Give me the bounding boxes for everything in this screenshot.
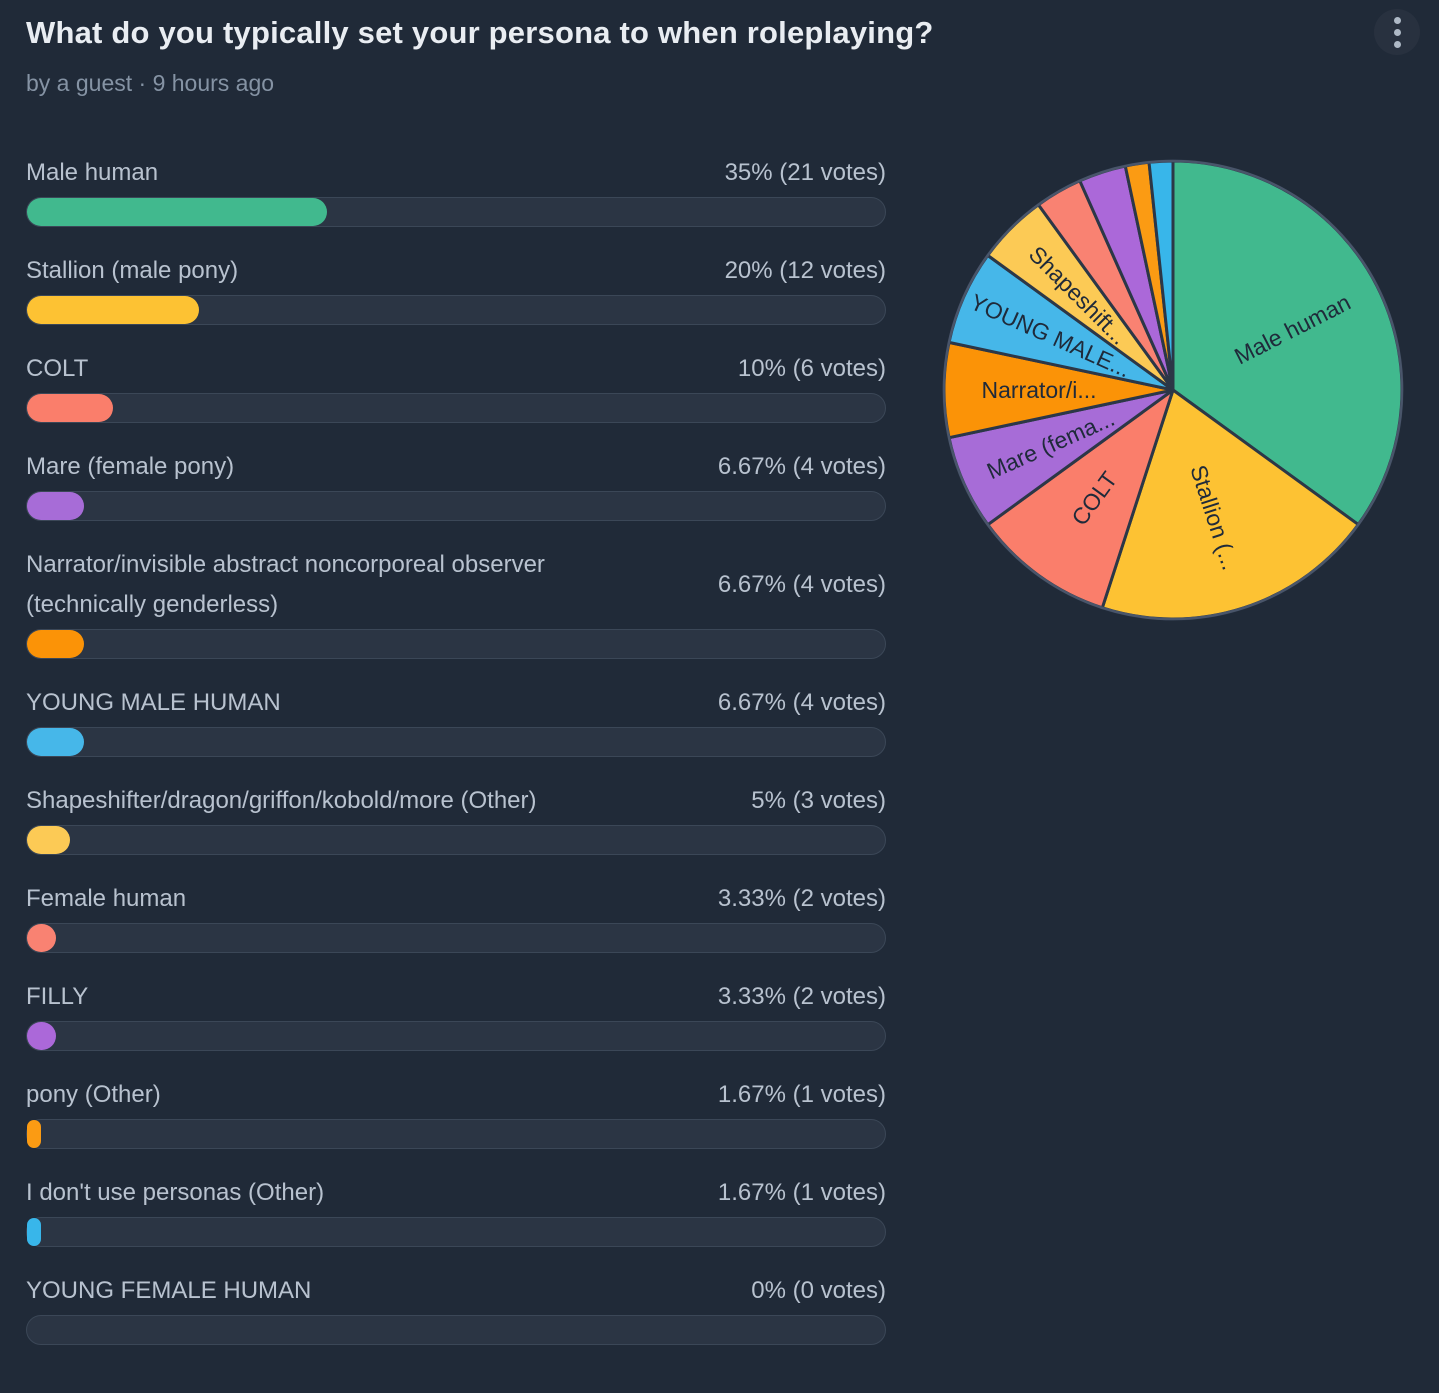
option-result: 0% (0 votes) <box>751 1277 886 1304</box>
option-progress-fill <box>27 1022 56 1050</box>
option-result: 3.33% (2 votes) <box>717 885 886 912</box>
option-progress-track <box>26 295 886 325</box>
option-result: 6.67% (4 votes) <box>717 453 886 480</box>
option-progress-fill <box>27 296 199 324</box>
option-result: 1.67% (1 votes) <box>717 1081 886 1108</box>
option-label: Stallion (male pony) <box>26 257 239 284</box>
poll-option-row: Male human 35% (21 votes) <box>26 153 886 227</box>
option-progress-track <box>26 1021 886 1051</box>
poll-title: What do you typically set your persona t… <box>26 15 934 50</box>
pie-chart-container: Male human Stallion (... COLT Mare (fema...… <box>940 157 1406 628</box>
option-label: FILLY <box>26 983 89 1010</box>
pie-slice-label: Narrator/i... <box>981 377 1096 403</box>
poll-option-row: Mare (female pony) 6.67% (4 votes) <box>26 447 886 521</box>
poll-byline: by a guest · 9 hours ago <box>26 70 275 96</box>
option-label: Mare (female pony) <box>26 453 235 480</box>
pie-outer-rim <box>942 159 1404 621</box>
option-progress-fill <box>27 1120 42 1148</box>
poll-option-row: YOUNG FEMALE HUMAN 0% (0 votes) <box>26 1271 886 1345</box>
poll-option-row: FILLY 3.33% (2 votes) <box>26 977 886 1051</box>
option-progress-track <box>26 825 886 855</box>
option-label: YOUNG FEMALE HUMAN <box>26 1277 312 1304</box>
option-label: I don't use personas (Other) <box>26 1179 325 1206</box>
option-progress-track <box>26 1315 886 1345</box>
option-progress-track <box>26 727 886 757</box>
poll-option-row: YOUNG MALE HUMAN 6.67% (4 votes) <box>26 683 886 757</box>
option-progress-fill <box>27 1218 42 1246</box>
option-progress-track <box>26 629 886 659</box>
poll-results-list: Male human 35% (21 votes) Stallion (male p… <box>26 153 886 1369</box>
option-result: 1.67% (1 votes) <box>717 1179 886 1206</box>
option-progress-fill <box>27 198 328 226</box>
option-progress-fill <box>27 826 70 854</box>
results-main: Male human 35% (21 votes) Stallion (male p… <box>26 153 1413 1369</box>
option-result: 3.33% (2 votes) <box>717 983 886 1010</box>
option-result: 6.67% (4 votes) <box>717 571 886 598</box>
option-label: Female human <box>26 885 187 912</box>
option-progress-fill <box>27 394 113 422</box>
option-label: Male human <box>26 159 159 186</box>
option-result: 6.67% (4 votes) <box>717 689 886 716</box>
option-label: YOUNG MALE HUMAN <box>26 689 281 716</box>
option-label: COLT <box>26 355 89 382</box>
option-result: 20% (12 votes) <box>724 257 886 284</box>
option-progress-track <box>26 491 886 521</box>
option-result: 35% (21 votes) <box>724 159 886 186</box>
option-progress-track <box>26 1217 886 1247</box>
option-progress-track <box>26 393 886 423</box>
option-label: Shapeshifter/dragon/griffon/kobold/more … <box>26 787 537 814</box>
poll-option-row: Narrator/invisible abstract noncorporeal… <box>26 545 886 659</box>
option-label: pony (Other) <box>26 1081 161 1108</box>
option-label: Narrator/invisible abstract noncorporeal… <box>26 551 545 618</box>
option-progress-track <box>26 197 886 227</box>
option-result: 10% (6 votes) <box>737 355 886 382</box>
option-progress-fill <box>27 492 85 520</box>
option-progress-fill <box>27 728 85 756</box>
poll-option-row: Stallion (male pony) 20% (12 votes) <box>26 251 886 325</box>
poll-option-row: COLT 10% (6 votes) <box>26 349 886 423</box>
poll-option-row: pony (Other) 1.67% (1 votes) <box>26 1075 886 1149</box>
poll-option-row: I don't use personas (Other) 1.67% (1 vot… <box>26 1173 886 1247</box>
poll-option-row: Female human 3.33% (2 votes) <box>26 879 886 953</box>
option-progress-track <box>26 1119 886 1149</box>
kebab-menu-icon <box>1393 16 1401 24</box>
poll-option-row: Shapeshifter/dragon/griffon/kobold/more … <box>26 781 886 855</box>
option-progress-fill <box>27 924 56 952</box>
option-result: 5% (3 votes) <box>751 787 886 814</box>
option-progress-track <box>26 923 886 953</box>
option-progress-fill <box>27 630 85 658</box>
more-options-button[interactable] <box>1374 9 1420 55</box>
